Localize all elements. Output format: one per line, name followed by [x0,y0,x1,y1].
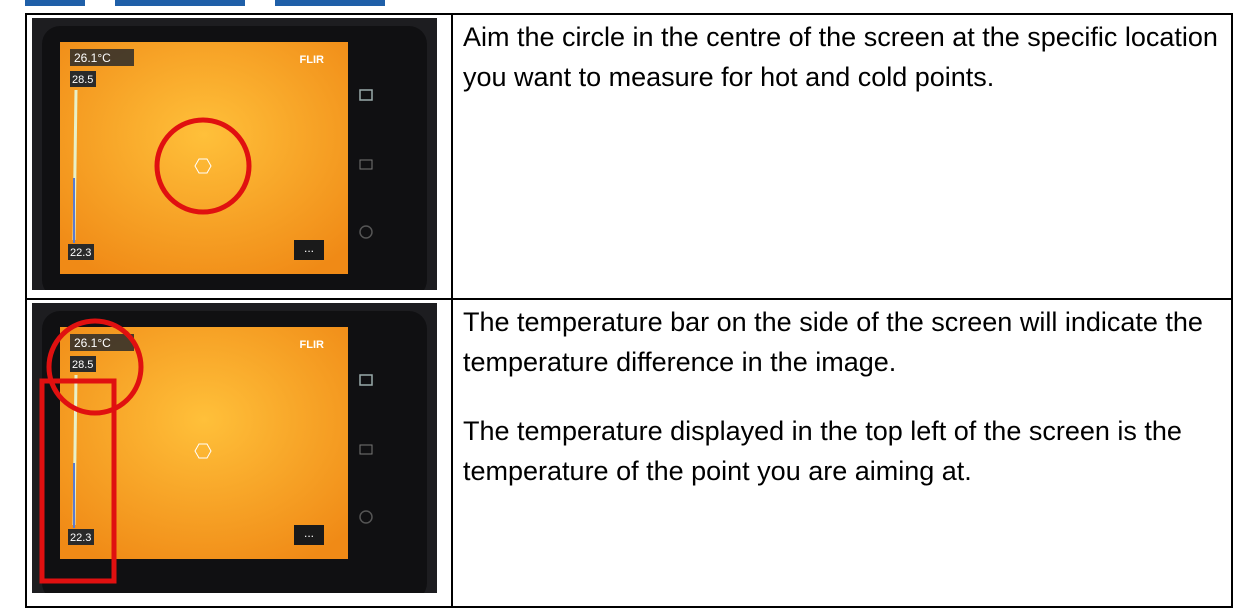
scale-max-text: 28.5 [72,359,93,371]
text-cell: Aim the circle in the centre of the scre… [452,14,1232,299]
table-row: 26.1°C FLIR 28.5 22.3... Aim the circle in … [26,14,1232,299]
scale-min-text: 22.3 [70,247,91,259]
brand-text: FLIR [300,54,324,66]
camera-image: 26.1°C FLIR 28.5 22.3... [32,18,437,290]
scale-max-text: 28.5 [72,74,93,86]
camera-image: 26.1°C FLIR 28.5 22.3... [32,303,437,593]
thermal-screen [60,327,348,559]
reading-text: 26.1°C [74,336,111,350]
menu-text: ... [304,526,314,540]
instruction-text: The temperature bar on the side of the s… [463,302,1223,382]
reading-text: 26.1°C [74,51,111,65]
instruction-text: The temperature displayed in the top lef… [463,411,1223,491]
scale-min-text: 22.3 [70,532,91,544]
brand-text: FLIR [300,339,324,351]
thermal-screen [60,42,348,274]
menu-text: ... [304,241,314,255]
table-row: 26.1°C FLIR 28.5 22.3... The temperature ba… [26,299,1232,607]
text-cell: The temperature bar on the side of the s… [452,299,1232,607]
clipped-heading [25,0,405,6]
image-cell: 26.1°C FLIR 28.5 22.3... [26,14,452,299]
instruction-text: Aim the circle in the centre of the scre… [463,17,1223,97]
image-cell: 26.1°C FLIR 28.5 22.3... [26,299,452,607]
page: {"table":{"rows":[ {"image":{"reading":"… [0,0,1257,583]
instruction-table: 26.1°C FLIR 28.5 22.3... Aim the circle in … [25,13,1233,608]
